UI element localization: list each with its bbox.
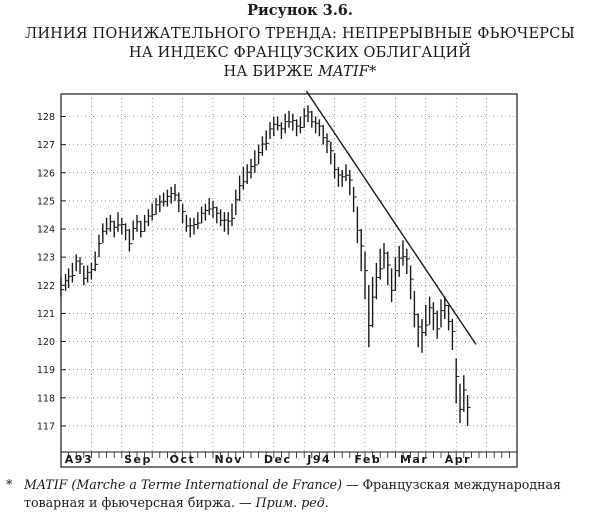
- footnote: * MATIF (Marche a Terme International de…: [6, 476, 596, 512]
- footnote-marker: *: [6, 477, 13, 492]
- downtrend-line: [305, 90, 477, 345]
- y-tick-label: 124: [37, 225, 55, 236]
- figure-label: Рисунок 3.6.: [247, 2, 353, 19]
- y-tick-label: 121: [37, 309, 55, 320]
- chart-title-line-1: ЛИНИЯ ПОНИЖАТЕЛЬНОГО ТРЕНДА: НЕПРЕРЫВНЫЕ…: [25, 26, 575, 42]
- plot-frame: [60, 93, 518, 468]
- footnote-italic-start: MATIF (Marche a Terme International de F…: [24, 477, 343, 492]
- x-tick-label: Oct: [170, 453, 196, 466]
- x-tick-label: Apr: [445, 453, 471, 466]
- chart-title-line-2: НА ИНДЕКС ФРАНЦУЗСКИХ ОБЛИГАЦИЙ: [128, 45, 472, 61]
- y-tick-label: 128: [37, 112, 55, 123]
- x-tick-label: A93: [65, 453, 93, 466]
- y-tick-label: 126: [37, 168, 55, 179]
- footnote-body: — Французская международная товарная и ф…: [24, 477, 561, 510]
- y-tick-label: 122: [37, 281, 55, 292]
- chart-title-line-3: НА БИРЖЕ MATIF*: [0, 64, 600, 80]
- x-tick-label: Dec: [264, 453, 292, 466]
- y-tick-label: 127: [37, 140, 55, 151]
- y-tick-label: 117: [37, 421, 55, 432]
- y-tick-label: 123: [37, 253, 55, 264]
- chart-title-line-3-prefix: НА БИРЖЕ: [223, 64, 319, 80]
- chart-title-line-3-exchange: MATIF*: [318, 64, 377, 80]
- x-tick-label: Mar: [400, 453, 428, 466]
- y-tick-label: 120: [37, 337, 55, 348]
- x-tick-label: Sep: [124, 453, 152, 466]
- footnote-italic-end: Прим. ред.: [255, 495, 329, 510]
- y-tick-label: 119: [37, 365, 55, 376]
- x-tick-label: J94: [306, 453, 331, 466]
- x-tick-label: Nov: [215, 453, 243, 466]
- y-tick-label: 125: [37, 196, 55, 207]
- footnote-text: MATIF (Marche a Terme International de F…: [24, 476, 596, 512]
- x-tick-label: Feb: [354, 453, 381, 466]
- y-tick-label: 118: [37, 393, 55, 404]
